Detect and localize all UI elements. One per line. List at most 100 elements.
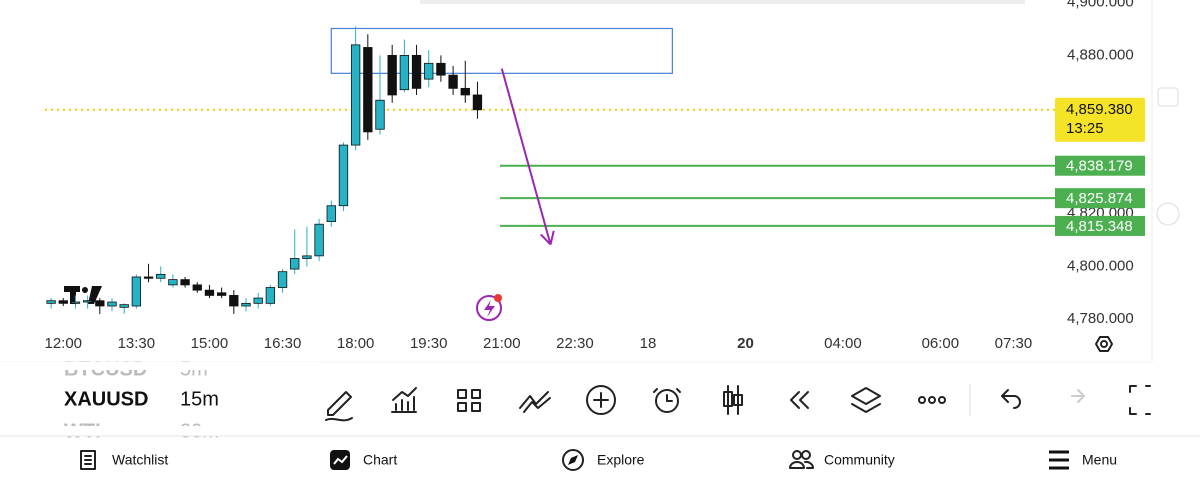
nav-label[interactable]: Watchlist <box>112 452 168 468</box>
candle-body <box>277 271 288 288</box>
candle-body <box>326 205 336 222</box>
logo <box>64 286 102 304</box>
candle-body <box>70 301 81 304</box>
nav-watchlist[interactable]: Watchlist <box>80 450 168 470</box>
y-tick-label: 4,800.000 <box>1067 257 1134 274</box>
x-tick-label: 12:00 <box>44 335 82 352</box>
x-tick-label: 21:00 <box>483 335 521 352</box>
nav-community[interactable]: Community <box>789 450 895 469</box>
candle-body <box>168 279 178 286</box>
draw-tool[interactable] <box>325 391 353 422</box>
candle-body <box>399 54 410 91</box>
nav-menu[interactable]: Menu <box>1049 450 1117 470</box>
side-handle[interactable] <box>1156 202 1180 226</box>
compare[interactable] <box>519 391 551 413</box>
undo[interactable] <box>1001 389 1021 409</box>
candle-body <box>302 255 312 259</box>
nav-label[interactable]: Explore <box>597 452 645 468</box>
price-tag <box>1055 215 1145 236</box>
settings-icon[interactable] <box>1095 336 1113 352</box>
replay[interactable] <box>790 391 809 409</box>
x-tick-label: 13:30 <box>118 335 156 352</box>
price-tag-label: 4,825.874 <box>1066 190 1133 207</box>
x-tick-label: 22:30 <box>556 335 594 352</box>
candle-body <box>95 300 105 307</box>
x-tick-label: 20 <box>737 335 754 352</box>
toolbar <box>325 385 1151 422</box>
redo[interactable] <box>1071 389 1085 403</box>
candle-body <box>314 223 324 257</box>
more[interactable] <box>918 396 926 404</box>
toast-edge <box>420 0 1025 4</box>
fullscreen[interactable] <box>1129 385 1151 415</box>
nav-explore[interactable]: Explore <box>562 449 645 471</box>
x-tick-label: 18 <box>640 335 657 352</box>
chart-type[interactable] <box>723 385 743 415</box>
y-tick-label: 4,880.000 <box>1067 46 1134 63</box>
candle-body <box>82 300 93 303</box>
alert-icon[interactable] <box>476 294 502 321</box>
arrow-head <box>540 233 552 246</box>
x-tick-label: 18:00 <box>337 335 375 352</box>
x-tick-label: 19:30 <box>410 335 448 352</box>
candle-body <box>265 287 276 304</box>
candle-body <box>338 144 349 207</box>
symbol[interactable]: XAUUSD <box>64 388 148 410</box>
candle-body <box>216 292 227 296</box>
candle-body <box>229 295 239 307</box>
drawing-rectangle <box>330 27 673 74</box>
x-tick-label: 06:00 <box>922 335 960 352</box>
x-tick-label: 07:30 <box>995 335 1033 352</box>
interval[interactable]: 15m <box>180 388 219 410</box>
candle-body <box>119 304 129 308</box>
indicators[interactable] <box>391 387 417 413</box>
alert[interactable] <box>655 389 679 413</box>
candle-body <box>350 44 361 146</box>
add[interactable] <box>586 385 616 415</box>
price-tag-label: 4,815.348 <box>1066 218 1133 235</box>
candle-body <box>46 300 56 304</box>
candle-body <box>363 47 373 133</box>
layers[interactable] <box>851 387 881 413</box>
candle-body <box>156 273 166 279</box>
nav-label[interactable]: Menu <box>1082 452 1117 468</box>
x-tick-label: 04:00 <box>824 335 862 352</box>
x-tick-label: 15:00 <box>191 335 229 352</box>
candle-body <box>241 302 251 307</box>
candle-body <box>424 62 434 80</box>
y-tick-label: 4,900.000 <box>1067 0 1134 11</box>
candle-body <box>131 276 142 307</box>
layouts[interactable] <box>457 389 481 412</box>
candle-body <box>192 284 202 291</box>
price-tag <box>1055 155 1145 176</box>
candle-body <box>143 276 154 279</box>
last-price-tag <box>1055 97 1145 142</box>
candle-body <box>460 87 470 96</box>
candle-body <box>107 301 117 307</box>
candle-body <box>180 279 190 286</box>
candle-body <box>448 74 458 89</box>
fade <box>0 426 320 436</box>
fade <box>0 362 320 370</box>
candle-body <box>411 54 422 89</box>
countdown: 13:25 <box>1066 120 1104 137</box>
candle-body <box>253 297 263 304</box>
candle-body <box>436 62 446 76</box>
nav-label[interactable]: Chart <box>363 452 397 468</box>
candle-body <box>375 99 385 130</box>
arrow-head <box>549 230 555 245</box>
candle-body <box>58 300 68 304</box>
nav-label[interactable]: Community <box>824 452 895 468</box>
price-tag <box>1055 188 1145 209</box>
candle-body <box>472 94 483 111</box>
x-tick-label: 16:30 <box>264 335 302 352</box>
candle-body <box>387 54 397 96</box>
drawing-arrow <box>500 68 552 245</box>
price-tag-label: 4,838.179 <box>1066 158 1133 175</box>
candle-body <box>290 258 300 270</box>
y-tick-label: 4,780.000 <box>1067 310 1134 327</box>
side-handle[interactable] <box>1157 87 1179 107</box>
nav-chart[interactable]: Chart <box>330 450 397 470</box>
candle-body <box>204 289 215 296</box>
